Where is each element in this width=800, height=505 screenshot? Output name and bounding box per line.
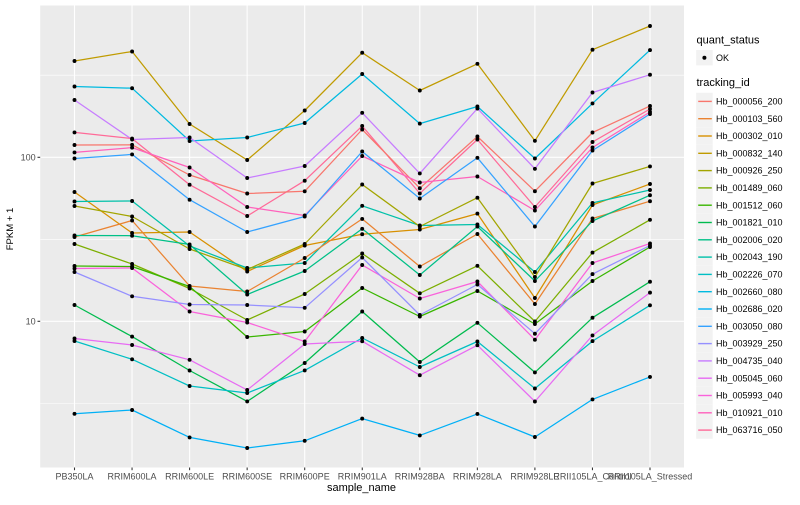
svg-text:RRII105LA_Control: RRII105LA_Control [553, 472, 631, 482]
svg-text:Hb_001489_060: Hb_001489_060 [716, 183, 783, 193]
svg-text:Hb_005993_040: Hb_005993_040 [716, 391, 783, 401]
svg-text:FPKM + 1: FPKM + 1 [5, 208, 16, 251]
svg-text:Hb_000832_140: Hb_000832_140 [716, 148, 783, 158]
svg-text:Hb_000103_560: Hb_000103_560 [716, 114, 783, 124]
svg-text:RRIM600LE: RRIM600LE [165, 472, 214, 482]
svg-text:Hb_002686_020: Hb_002686_020 [716, 304, 783, 314]
svg-text:Hb_001821_010: Hb_001821_010 [716, 218, 783, 228]
svg-text:Hb_001512_060: Hb_001512_060 [716, 200, 783, 210]
svg-text:RRIM901LA: RRIM901LA [338, 472, 387, 482]
svg-text:Hb_005045_060: Hb_005045_060 [716, 373, 783, 383]
svg-text:Hb_000926_250: Hb_000926_250 [716, 166, 783, 176]
svg-text:RRIM928LA: RRIM928LA [453, 472, 502, 482]
svg-text:OK: OK [716, 53, 729, 63]
svg-text:Hb_003929_250: Hb_003929_250 [716, 339, 783, 349]
svg-text:Hb_002226_070: Hb_002226_070 [716, 270, 783, 280]
svg-text:Hb_010921_010: Hb_010921_010 [716, 408, 783, 418]
svg-text:Hb_004735_040: Hb_004735_040 [716, 356, 783, 366]
svg-text:RRIM600LA: RRIM600LA [108, 472, 157, 482]
svg-text:Hb_002660_080: Hb_002660_080 [716, 287, 783, 297]
svg-text:Hb_002043_190: Hb_002043_190 [716, 252, 783, 262]
svg-text:tracking_id: tracking_id [697, 77, 750, 89]
svg-text:Hb_003050_080: Hb_003050_080 [716, 321, 783, 331]
svg-text:RRIM600SE: RRIM600SE [222, 472, 272, 482]
svg-text:RRIM600PE: RRIM600PE [280, 472, 330, 482]
svg-text:RRIM928LE: RRIM928LE [510, 472, 559, 482]
svg-text:100: 100 [21, 153, 36, 163]
svg-text:Hb_063716_050: Hb_063716_050 [716, 425, 783, 435]
svg-text:quant_status: quant_status [697, 35, 760, 47]
svg-text:sample_name: sample_name [327, 482, 396, 494]
svg-text:PB350LA: PB350LA [55, 472, 93, 482]
svg-text:Hb_000056_200: Hb_000056_200 [716, 97, 783, 107]
svg-text:RRIM928BA: RRIM928BA [395, 472, 445, 482]
svg-text:Hb_002006_020: Hb_002006_020 [716, 235, 783, 245]
svg-text:RRII105LA_Stressed: RRII105LA_Stressed [608, 472, 693, 482]
svg-text:Hb_000302_010: Hb_000302_010 [716, 131, 783, 141]
svg-text:10: 10 [26, 317, 36, 327]
